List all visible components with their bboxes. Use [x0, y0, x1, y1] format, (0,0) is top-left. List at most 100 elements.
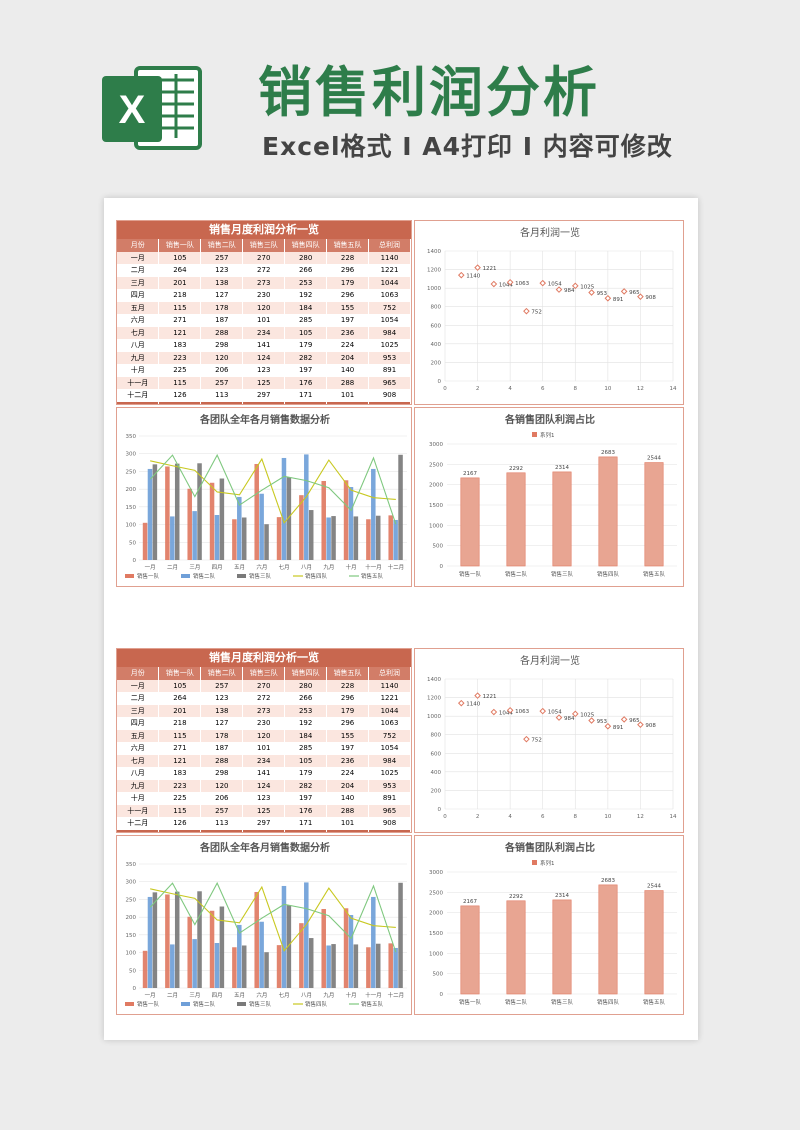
y-tick-label: 0 — [440, 564, 444, 570]
table-cell: 253 — [284, 276, 328, 289]
x-tick-label: 一月 — [145, 564, 156, 571]
legend-label: 系列1 — [540, 859, 555, 867]
legend-swatch — [125, 574, 134, 578]
x-tick-label: 10 — [604, 386, 611, 392]
table-cell: 176 — [284, 376, 328, 389]
table-cell: 282 — [284, 351, 328, 364]
y-tick-label: 1200 — [427, 696, 441, 702]
table-cell: 285 — [284, 742, 328, 755]
x-tick-label: 10 — [604, 814, 611, 820]
bar — [371, 468, 376, 560]
bar — [353, 944, 359, 988]
table-row: 三月 201 138 273 253 179 1044 — [117, 276, 411, 289]
y-tick-label: 50 — [129, 540, 136, 546]
data-label: 2292 — [509, 466, 523, 472]
x-tick-label: 8 — [574, 386, 578, 392]
bar — [165, 894, 170, 988]
table-cell: 六月 — [117, 314, 160, 327]
column-header: 销售一队 — [158, 667, 202, 680]
table-cell: 891 — [368, 792, 411, 805]
scatter-point — [523, 307, 530, 315]
bar — [398, 882, 403, 988]
bar — [241, 945, 247, 988]
legend-swatch — [237, 574, 246, 578]
table-cell: 八月 — [117, 339, 160, 352]
table-cell: 七月 — [117, 754, 160, 767]
bar — [343, 480, 349, 560]
table-cell: 176 — [284, 804, 328, 817]
table-cell: 204 — [326, 779, 370, 792]
table-cell: 三月 — [117, 704, 160, 717]
data-label: 965 — [629, 718, 640, 724]
table-cell: 179 — [284, 339, 328, 352]
table-cell: 285 — [284, 314, 328, 327]
table-row: 六月 271 187 101 285 197 1054 — [117, 314, 411, 327]
table-cell: 965 — [368, 804, 411, 817]
y-tick-label: 100 — [126, 951, 137, 957]
column-header: 月份 — [117, 239, 160, 252]
table-row: 十二月 126 113 297 171 101 908 — [117, 817, 411, 830]
column-header: 销售四队 — [284, 667, 328, 680]
bar — [353, 516, 359, 560]
y-tick-label: 1200 — [427, 268, 441, 274]
chart-title: 各月利润一览 — [520, 226, 580, 239]
table-cell: 264 — [158, 692, 202, 705]
table-cell: 十月 — [117, 364, 160, 377]
table-cell: 1140 — [368, 679, 411, 692]
table-cell: 908 — [368, 817, 411, 830]
excel-logo-icon: X — [102, 66, 202, 150]
table-cell: 十一月 — [117, 376, 160, 389]
y-tick-label: 3000 — [429, 442, 443, 448]
y-tick-label: 250 — [126, 897, 137, 903]
bar — [348, 915, 354, 988]
table-cell: 280 — [284, 679, 328, 692]
table-row: 十月 225 206 123 197 140 891 — [117, 792, 411, 805]
table-cell: 113 — [200, 817, 244, 830]
bar — [331, 516, 336, 560]
y-tick-label: 1400 — [427, 249, 441, 255]
bar-chart-panel: 各销售团队利润占比 系列1 0 500 1000 1500 2000 2500 3000 2167… — [414, 835, 684, 1015]
table-row: 八月 183 298 141 179 224 1025 — [117, 339, 411, 352]
bar — [254, 463, 259, 560]
bar — [192, 939, 197, 988]
x-tick-label: 四月 — [212, 992, 223, 999]
x-tick-label: 一月 — [145, 992, 156, 999]
bar — [375, 515, 381, 560]
table-body: 一月 105 257 270 280 228 1140 二月 264 123 272 266 296 12… — [117, 679, 411, 830]
y-tick-label: 600 — [431, 323, 442, 329]
table-cell: 288 — [200, 326, 244, 339]
scatter-panel: 各月利润一览 0 200 400 600 800 1000 1200 1400 0 2 4 6 8 10 12… — [414, 648, 684, 833]
table-cell: 197 — [284, 792, 328, 805]
table-cell: 908 — [368, 389, 411, 402]
bar — [299, 923, 304, 988]
bar — [276, 945, 282, 988]
bar — [393, 947, 398, 988]
legend-label: 销售四队 — [305, 572, 328, 580]
table-cell: 123 — [200, 692, 244, 705]
table-row: 一月 105 257 270 280 228 1140 — [117, 251, 411, 264]
x-tick-label: 九月 — [323, 563, 334, 571]
chart-title: 各月利润一览 — [520, 654, 580, 667]
table-cell: 178 — [200, 729, 244, 742]
data-label: 1063 — [515, 281, 529, 287]
x-tick-label: 销售二队 — [505, 998, 528, 1006]
bar — [460, 477, 480, 567]
data-label: 1044 — [499, 711, 513, 717]
data-label: 908 — [645, 295, 656, 301]
table-cell: 140 — [326, 364, 370, 377]
x-tick-label: 九月 — [323, 991, 334, 999]
table-panel: 销售月度利润分析一览 月份 销售一队 销售二队 销售三队 销售四队 销售五队 总… — [116, 220, 412, 405]
table-cell: 264 — [158, 264, 202, 277]
table-cell: 197 — [326, 314, 370, 327]
data-label: 2167 — [463, 471, 477, 477]
column-header: 销售二队 — [200, 239, 244, 252]
table-cell: 234 — [242, 326, 286, 339]
table-cell: 273 — [242, 276, 286, 289]
table-cell: 257 — [200, 376, 244, 389]
bar — [286, 905, 292, 988]
y-tick-label: 1000 — [429, 951, 443, 957]
table-cell: 236 — [326, 326, 370, 339]
table-cell: 115 — [158, 729, 202, 742]
table-cell: 257 — [200, 251, 244, 264]
